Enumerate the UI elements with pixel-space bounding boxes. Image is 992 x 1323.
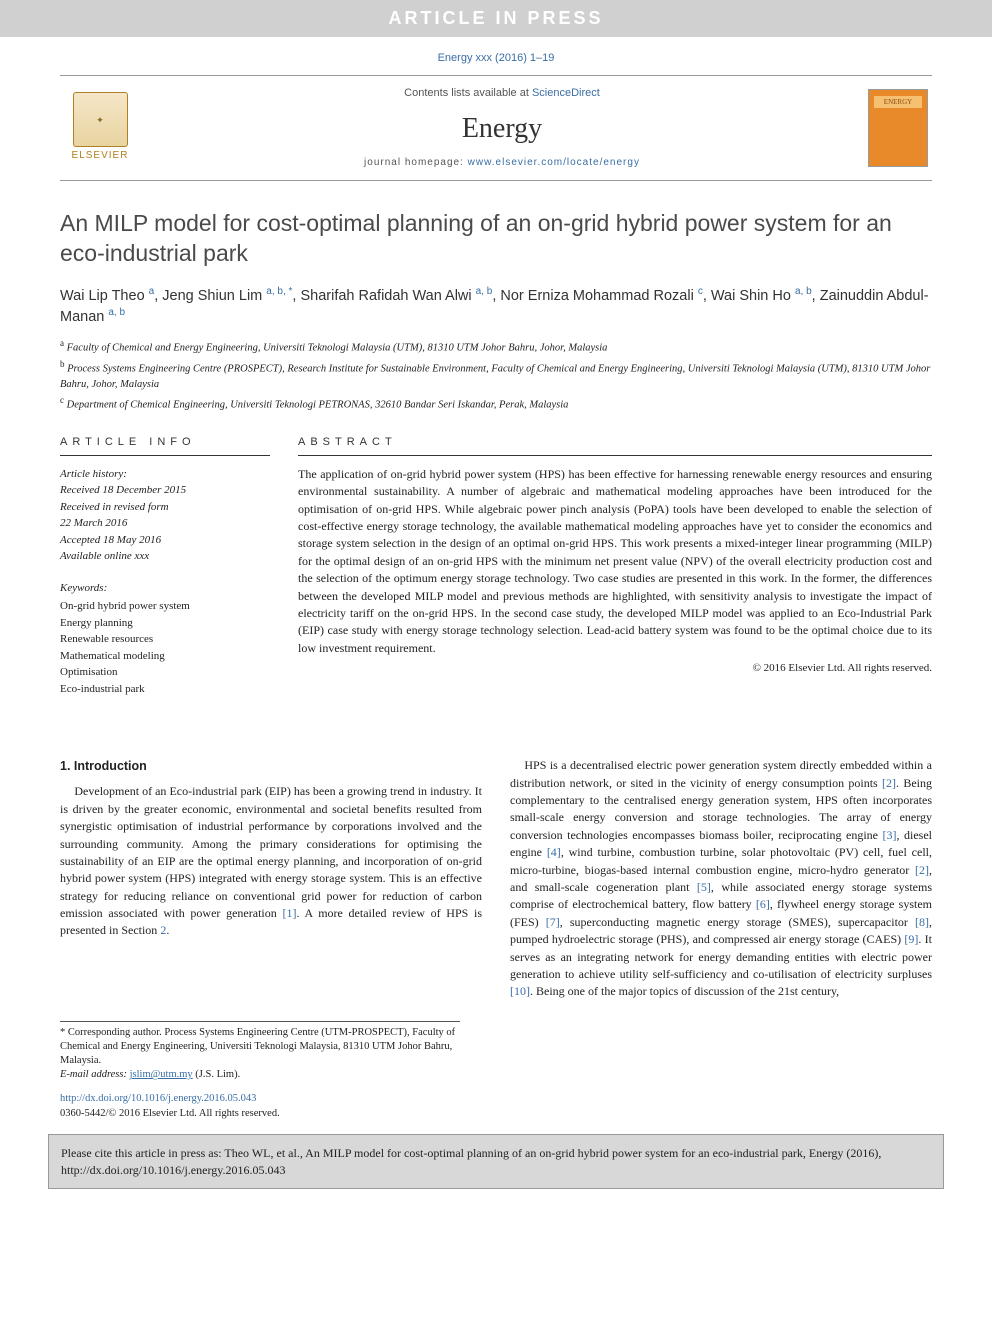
elsevier-logo: ✦ ELSEVIER	[64, 88, 136, 168]
authors-line: Wai Lip Theo a, Jeng Shiun Lim a, b, *, …	[60, 285, 932, 327]
elsevier-tree-icon: ✦	[73, 92, 128, 147]
keyword: Eco-industrial park	[60, 681, 270, 698]
body-col-left: 1. Introduction Development of an Eco-in…	[60, 757, 482, 1000]
journal-name: Energy	[136, 109, 868, 148]
abstract-text: The application of on-grid hybrid power …	[298, 466, 932, 657]
corresponding-footnote: * Corresponding author. Process Systems …	[60, 1021, 460, 1083]
sciencedirect-link[interactable]: ScienceDirect	[532, 87, 600, 99]
affiliation: c Department of Chemical Engineering, Un…	[60, 394, 932, 413]
affiliation: a Faculty of Chemical and Energy Enginee…	[60, 337, 932, 356]
journal-meta-box: ✦ ELSEVIER Contents lists available at S…	[60, 75, 932, 182]
intro-para-1: Development of an Eco-industrial park (E…	[60, 783, 482, 940]
meta-center: Contents lists available at ScienceDirec…	[136, 86, 868, 171]
copyright-line: © 2016 Elsevier Ltd. All rights reserved…	[298, 661, 932, 676]
email-suffix: (J.S. Lim).	[193, 1069, 241, 1080]
history-line: Accepted 18 May 2016	[60, 532, 270, 549]
history-line: Received 18 December 2015	[60, 482, 270, 499]
ref-1[interactable]: [1]	[282, 906, 296, 920]
homepage-link[interactable]: www.elsevier.com/locate/energy	[468, 157, 640, 168]
article-info-head: ARTICLE INFO	[60, 435, 270, 455]
history-line: Received in revised form	[60, 499, 270, 516]
intro-para-2: HPS is a decentralised electric power ge…	[510, 757, 932, 1000]
contents-prefix: Contents lists available at	[404, 87, 532, 99]
history-line: 22 March 2016	[60, 515, 270, 532]
ref-4[interactable]: [4]	[547, 845, 561, 859]
article-info-col: ARTICLE INFO Article history: Received 1…	[60, 435, 270, 697]
homepage-prefix: journal homepage:	[364, 157, 468, 168]
journal-cover-thumb: ENERGY	[868, 89, 928, 167]
keywords-label: Keywords:	[60, 581, 270, 596]
article-block: An MILP model for cost-optimal planning …	[60, 209, 932, 697]
article-history: Article history: Received 18 December 20…	[60, 466, 270, 565]
email-link[interactable]: jslim@utm.my	[130, 1069, 193, 1080]
keyword: Mathematical modeling	[60, 648, 270, 665]
article-title: An MILP model for cost-optimal planning …	[60, 209, 932, 269]
ref-8[interactable]: [8]	[915, 915, 929, 929]
affiliation: b Process Systems Engineering Centre (PR…	[60, 358, 932, 392]
body-col-right: HPS is a decentralised electric power ge…	[510, 757, 932, 1000]
abstract-col: ABSTRACT The application of on-grid hybr…	[298, 435, 932, 697]
keyword: On-grid hybrid power system	[60, 598, 270, 615]
ref-10[interactable]: [10]	[510, 984, 530, 998]
in-press-banner: ARTICLE IN PRESS	[0, 0, 992, 37]
section-1-head: 1. Introduction	[60, 757, 482, 775]
publisher-label: ELSEVIER	[72, 149, 129, 163]
ref-3[interactable]: [3]	[883, 828, 897, 842]
ref-5[interactable]: [5]	[697, 880, 711, 894]
ref-2[interactable]: [2]	[882, 776, 896, 790]
body-columns: 1. Introduction Development of an Eco-in…	[60, 757, 932, 1000]
contents-line: Contents lists available at ScienceDirec…	[136, 86, 868, 101]
ref-6[interactable]: [6]	[756, 897, 770, 911]
citation-box: Please cite this article in press as: Th…	[48, 1134, 944, 1190]
abstract-head: ABSTRACT	[298, 435, 932, 455]
cover-thumb-label: ENERGY	[874, 96, 922, 108]
keyword: Renewable resources	[60, 631, 270, 648]
ref-2b[interactable]: [2]	[915, 863, 929, 877]
email-label: E-mail address:	[60, 1069, 130, 1080]
email-line: E-mail address: jslim@utm.my (J.S. Lim).	[60, 1068, 460, 1082]
history-line: Available online xxx	[60, 548, 270, 565]
corr-author-text: * Corresponding author. Process Systems …	[60, 1026, 460, 1069]
issn-line: 0360-5442/© 2016 Elsevier Ltd. All right…	[60, 1107, 932, 1122]
info-abstract-row: ARTICLE INFO Article history: Received 1…	[60, 435, 932, 697]
keywords-list: On-grid hybrid power systemEnergy planni…	[60, 598, 270, 697]
ref-7[interactable]: [7]	[546, 915, 560, 929]
homepage-line: journal homepage: www.elsevier.com/locat…	[136, 156, 868, 170]
citation-top: Energy xxx (2016) 1–19	[0, 51, 992, 66]
doi-block: http://dx.doi.org/10.1016/j.energy.2016.…	[60, 1092, 932, 1121]
doi-link[interactable]: http://dx.doi.org/10.1016/j.energy.2016.…	[60, 1093, 256, 1104]
keyword: Optimisation	[60, 664, 270, 681]
ref-9[interactable]: [9]	[904, 932, 918, 946]
keyword: Energy planning	[60, 615, 270, 632]
history-label: Article history:	[60, 466, 270, 483]
